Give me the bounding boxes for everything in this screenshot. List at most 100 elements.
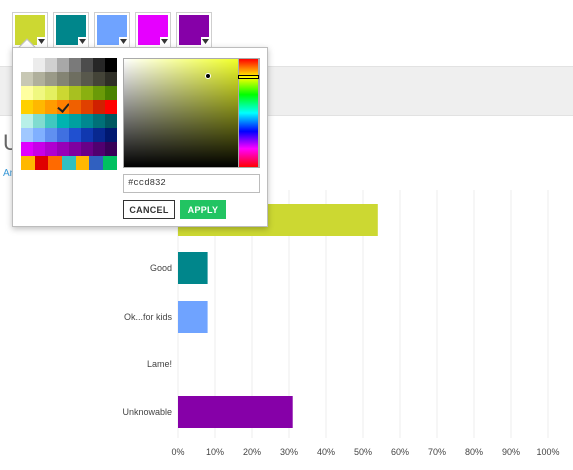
palette-swatch[interactable] bbox=[45, 114, 57, 128]
recent-swatch[interactable] bbox=[48, 156, 63, 170]
palette-swatch[interactable] bbox=[33, 72, 45, 86]
category-label: Good bbox=[150, 263, 172, 273]
palette-swatch[interactable] bbox=[21, 114, 33, 128]
saturation-value-area[interactable] bbox=[123, 58, 260, 168]
palette-swatch[interactable] bbox=[45, 86, 57, 100]
caret-down-icon bbox=[160, 37, 169, 46]
palette-swatch[interactable] bbox=[45, 100, 57, 114]
page-link[interactable]: An bbox=[3, 168, 16, 179]
palette-swatch[interactable] bbox=[93, 142, 105, 156]
palette-swatch[interactable] bbox=[33, 86, 45, 100]
recent-swatch[interactable] bbox=[62, 156, 76, 170]
palette-swatch[interactable] bbox=[57, 142, 69, 156]
x-tick-label: 50% bbox=[354, 447, 372, 457]
recent-swatch[interactable] bbox=[21, 156, 35, 170]
palette-swatch[interactable] bbox=[105, 100, 117, 114]
palette-swatch[interactable] bbox=[105, 142, 117, 156]
palette-swatch[interactable] bbox=[45, 128, 57, 142]
palette-swatch[interactable] bbox=[57, 114, 69, 128]
palette-swatch[interactable] bbox=[69, 128, 81, 142]
palette-swatch[interactable] bbox=[69, 114, 81, 128]
hue-slider[interactable] bbox=[238, 58, 259, 168]
bar[interactable] bbox=[178, 252, 208, 284]
x-tick-label: 20% bbox=[243, 447, 261, 457]
palette-swatch[interactable] bbox=[105, 86, 117, 100]
palette-swatch[interactable] bbox=[21, 128, 33, 142]
color-picker-popup: #ccd832 CANCEL APPLY bbox=[12, 47, 268, 227]
x-tick-label: 60% bbox=[391, 447, 409, 457]
palette-swatch[interactable] bbox=[33, 128, 45, 142]
palette-swatch[interactable] bbox=[105, 114, 117, 128]
palette-swatch[interactable] bbox=[21, 58, 33, 72]
x-tick-label: 10% bbox=[206, 447, 224, 457]
palette-swatch[interactable] bbox=[81, 100, 93, 114]
palette-swatch[interactable] bbox=[93, 114, 105, 128]
hue-handle[interactable] bbox=[238, 75, 259, 79]
caret-down-icon bbox=[119, 37, 128, 46]
palette-swatch[interactable] bbox=[45, 142, 57, 156]
palette-swatch[interactable] bbox=[93, 128, 105, 142]
palette-swatch[interactable] bbox=[69, 72, 81, 86]
recent-swatch[interactable] bbox=[34, 156, 49, 170]
recent-swatch[interactable] bbox=[75, 156, 90, 170]
swatch-button-3[interactable] bbox=[94, 12, 130, 48]
palette-swatch[interactable] bbox=[81, 128, 93, 142]
palette-swatch[interactable] bbox=[21, 72, 33, 86]
palette-swatch[interactable] bbox=[21, 100, 33, 114]
hex-color-input[interactable]: #ccd832 bbox=[123, 174, 260, 193]
x-tick-label: 40% bbox=[317, 447, 335, 457]
palette-swatch[interactable] bbox=[57, 72, 69, 86]
recent-colors bbox=[21, 156, 117, 170]
palette-swatch[interactable] bbox=[33, 58, 45, 72]
apply-button[interactable]: APPLY bbox=[180, 200, 226, 219]
cancel-button[interactable]: CANCEL bbox=[123, 200, 175, 219]
palette-swatch[interactable] bbox=[45, 58, 57, 72]
palette-swatch[interactable] bbox=[57, 100, 69, 114]
palette-swatch[interactable] bbox=[105, 128, 117, 142]
palette-swatch[interactable] bbox=[81, 142, 93, 156]
palette-swatch[interactable] bbox=[93, 86, 105, 100]
palette-swatch[interactable] bbox=[69, 142, 81, 156]
caret-down-icon bbox=[201, 37, 210, 46]
recent-swatch[interactable] bbox=[89, 156, 104, 170]
palette-swatch[interactable] bbox=[57, 58, 69, 72]
palette-swatch[interactable] bbox=[21, 86, 33, 100]
palette-swatch[interactable] bbox=[81, 86, 93, 100]
x-tick-label: 100% bbox=[536, 447, 559, 457]
palette-swatch[interactable] bbox=[93, 58, 105, 72]
palette-swatch[interactable] bbox=[93, 100, 105, 114]
recent-swatch[interactable] bbox=[103, 156, 117, 170]
category-label: Ok...for kids bbox=[124, 312, 173, 322]
x-tick-label: 30% bbox=[280, 447, 298, 457]
palette-swatch[interactable] bbox=[69, 86, 81, 100]
palette-swatch[interactable] bbox=[93, 72, 105, 86]
palette-swatch[interactable] bbox=[69, 100, 81, 114]
palette-swatch[interactable] bbox=[33, 142, 45, 156]
x-tick-label: 90% bbox=[502, 447, 520, 457]
swatch-button-2[interactable] bbox=[53, 12, 89, 48]
x-tick-label: 0% bbox=[171, 447, 184, 457]
palette-swatch[interactable] bbox=[21, 142, 33, 156]
swatch-button-5[interactable] bbox=[176, 12, 212, 48]
palette-swatch[interactable] bbox=[69, 58, 81, 72]
palette-swatch[interactable] bbox=[81, 114, 93, 128]
color-palette bbox=[21, 58, 117, 170]
palette-swatch[interactable] bbox=[57, 128, 69, 142]
bar[interactable] bbox=[178, 301, 208, 333]
palette-swatch[interactable] bbox=[33, 114, 45, 128]
category-label: Lame! bbox=[147, 359, 172, 369]
palette-swatch[interactable] bbox=[33, 100, 45, 114]
x-tick-label: 70% bbox=[428, 447, 446, 457]
palette-swatch[interactable] bbox=[81, 72, 93, 86]
palette-swatch[interactable] bbox=[105, 58, 117, 72]
saturation-handle[interactable] bbox=[205, 73, 211, 79]
palette-swatch[interactable] bbox=[45, 72, 57, 86]
palette-swatch[interactable] bbox=[105, 72, 117, 86]
bar[interactable] bbox=[178, 396, 293, 428]
caret-down-icon bbox=[78, 37, 87, 46]
swatch-button-4[interactable] bbox=[135, 12, 171, 48]
palette-swatch[interactable] bbox=[57, 86, 69, 100]
palette-swatch[interactable] bbox=[81, 58, 93, 72]
